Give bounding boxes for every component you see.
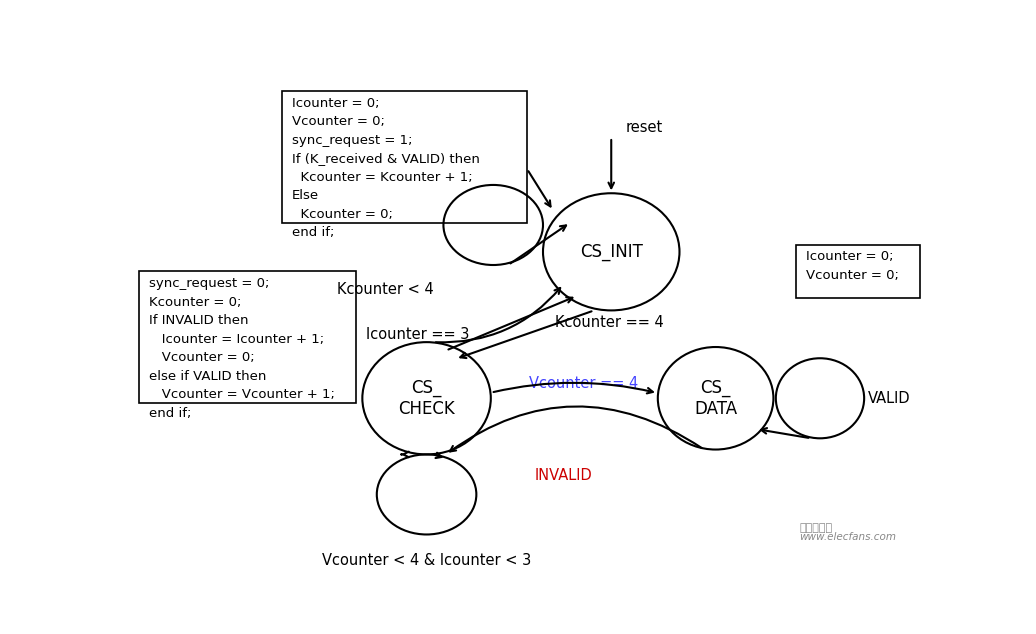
Text: reset: reset [626,120,663,134]
FancyBboxPatch shape [139,271,356,403]
Text: Icounter == 3: Icounter == 3 [367,327,469,342]
Text: VALID: VALID [868,391,911,406]
Text: sync_request = 0;
Kcounter = 0;
If INVALID then
   Icounter = Icounter + 1;
   V: sync_request = 0; Kcounter = 0; If INVAL… [149,277,335,420]
Text: Icounter = 0;
Vcounter = 0;: Icounter = 0; Vcounter = 0; [806,250,898,282]
FancyBboxPatch shape [282,91,527,223]
Text: INVALID: INVALID [535,468,592,483]
Text: Vcounter < 4 & Icounter < 3: Vcounter < 4 & Icounter < 3 [322,553,531,568]
Text: Icounter = 0;
Vcounter = 0;
sync_request = 1;
If (K_received & VALID) then
  Kco: Icounter = 0; Vcounter = 0; sync_request… [292,96,480,239]
FancyBboxPatch shape [796,245,920,298]
Text: Vcounter == 4: Vcounter == 4 [528,376,638,391]
Text: www.elecfans.com: www.elecfans.com [800,533,896,543]
Text: CS_
DATA: CS_ DATA [694,379,738,418]
Text: 电子发烧友: 电子发烧友 [800,522,833,533]
Text: CS_INIT: CS_INIT [580,243,642,261]
Text: Kcounter < 4: Kcounter < 4 [337,282,433,297]
Text: Kcounter == 4: Kcounter == 4 [555,315,664,330]
Text: CS_
CHECK: CS_ CHECK [398,379,455,418]
